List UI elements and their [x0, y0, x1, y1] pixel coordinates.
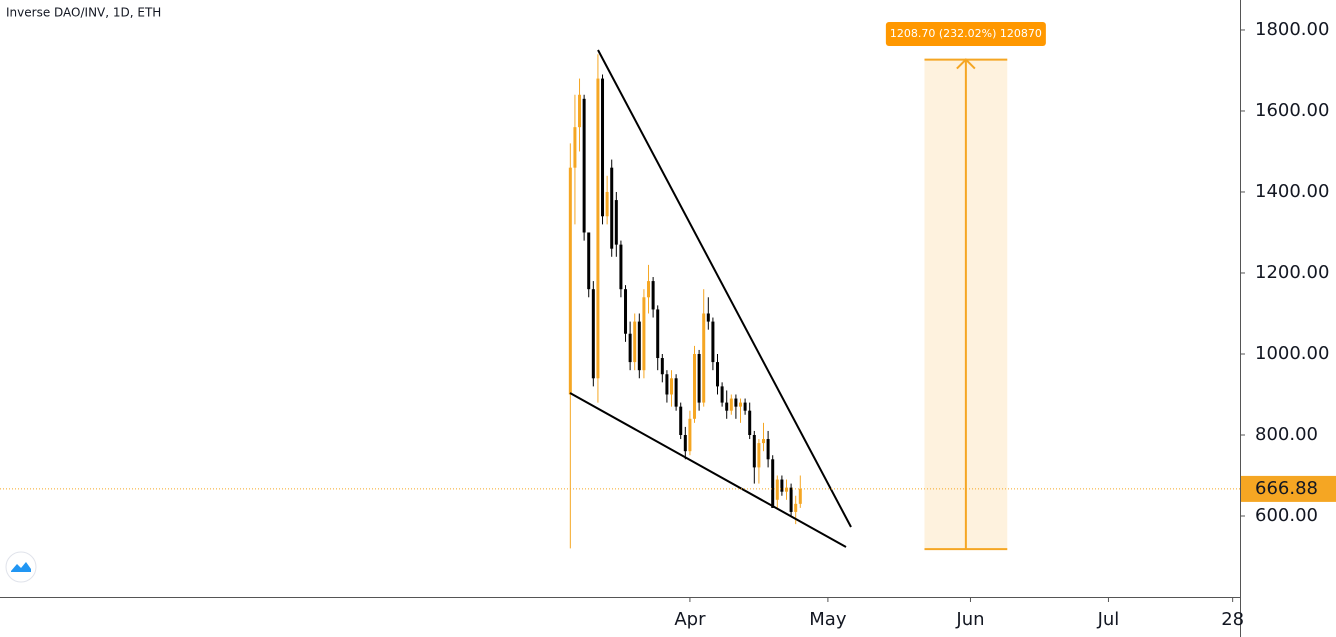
- y-tick-label: 1800.00: [1255, 19, 1329, 40]
- candle-body: [775, 479, 779, 500]
- candle-body: [670, 378, 674, 395]
- candle-body: [720, 386, 724, 403]
- x-tick-label: 28: [1221, 609, 1244, 630]
- candle-body: [766, 439, 770, 460]
- last-price-label: 666.88: [1255, 478, 1318, 499]
- logo-circle: [5, 551, 37, 583]
- candle-body: [789, 487, 793, 512]
- candle-body: [784, 487, 788, 492]
- measure-label-box: [885, 22, 1046, 46]
- candle-body: [679, 406, 683, 435]
- y-tick-label: 600.00: [1255, 505, 1318, 526]
- x-tick-label: Jun: [955, 609, 984, 630]
- candle-body: [688, 418, 692, 452]
- candle-body: [693, 353, 697, 419]
- candle-body: [614, 200, 618, 245]
- candle-body: [697, 353, 701, 403]
- candle-body: [624, 289, 628, 334]
- candle-body: [660, 358, 664, 375]
- candle-body: [725, 402, 729, 411]
- candle-body: [619, 244, 623, 290]
- x-tick-label: May: [809, 609, 847, 630]
- candle-body: [656, 309, 660, 359]
- candle-body: [573, 127, 577, 168]
- candle-body: [601, 78, 605, 217]
- y-tick-label: 1000.00: [1255, 343, 1329, 364]
- candle-body: [757, 443, 761, 468]
- candle-body: [582, 98, 586, 233]
- candle-body: [637, 321, 641, 371]
- y-tick-label: 800.00: [1255, 424, 1318, 445]
- candle-body: [748, 410, 752, 435]
- candle-body: [762, 439, 766, 444]
- candle-body: [716, 362, 720, 387]
- plot-area: [568, 54, 1008, 551]
- candle-body: [651, 281, 655, 310]
- candle-body: [771, 459, 775, 508]
- trend-line-lower: [569, 392, 847, 548]
- candle-body: [734, 398, 738, 407]
- candle-body: [706, 313, 710, 322]
- candle-body: [798, 488, 802, 504]
- candle-body: [633, 321, 637, 363]
- candle-body: [702, 313, 706, 403]
- trend-line-upper: [597, 49, 852, 528]
- y-tick-label: 1200.00: [1255, 262, 1329, 283]
- candle-body: [729, 398, 733, 411]
- candle-body: [780, 479, 784, 492]
- candle-body: [794, 503, 798, 512]
- candle-body: [628, 333, 632, 363]
- candle-body: [739, 402, 743, 407]
- measure-label: 1208.70 (232.02%) 120870: [890, 27, 1042, 40]
- y-tick-label: 1400.00: [1255, 181, 1329, 202]
- candle-body: [711, 321, 715, 363]
- candle-body: [743, 402, 747, 411]
- candle-body: [587, 232, 591, 290]
- candle-body: [683, 434, 687, 452]
- candle-body: [647, 281, 651, 298]
- x-tick-label: Apr: [674, 609, 706, 630]
- candle-body: [568, 167, 572, 395]
- x-tick-label: Jul: [1097, 609, 1120, 630]
- candle-body: [591, 289, 595, 379]
- candle-body: [578, 94, 582, 128]
- y-tick-label: 1600.00: [1255, 100, 1329, 121]
- candle-body: [674, 378, 678, 407]
- last-price-box: [1241, 475, 1336, 502]
- candle-body: [610, 167, 614, 249]
- candle-body: [605, 191, 609, 217]
- logo[interactable]: [5, 551, 37, 583]
- measure-arrowhead: [956, 58, 976, 70]
- candle-body: [596, 78, 600, 379]
- candle-body: [752, 434, 756, 468]
- symbol-title: Inverse DAO/INV, 1D, ETH: [6, 6, 161, 20]
- candle-body: [665, 374, 669, 395]
- candle-body: [642, 297, 646, 371]
- logo-icon: [11, 562, 31, 572]
